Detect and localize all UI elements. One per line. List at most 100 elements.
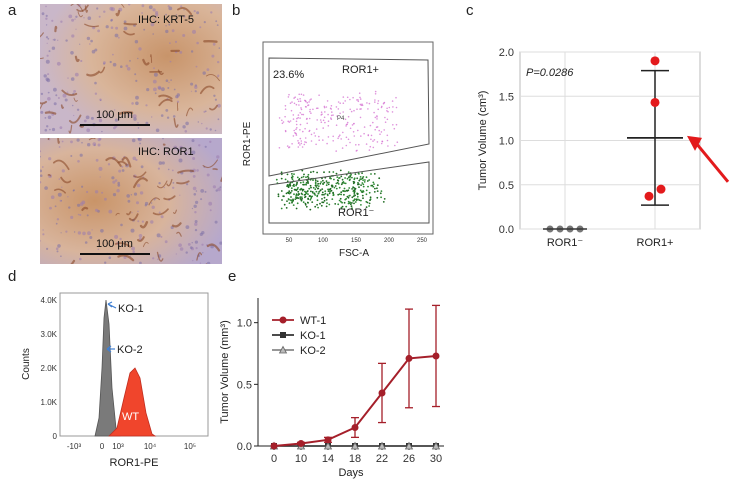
nucleus-dot: [196, 41, 199, 45]
nucleus-dot: [129, 60, 131, 62]
ror1-positive-event: [380, 106, 383, 109]
ror1-negative-event: [349, 178, 351, 181]
ror1-positive-event: [369, 145, 372, 148]
ror1-positive-event: [322, 139, 324, 141]
ror1-positive-event: [317, 107, 319, 109]
ror1-negative-event: [280, 207, 283, 210]
nucleus-dot: [212, 185, 216, 189]
nucleus-dot: [83, 119, 87, 123]
ror1-positive-event: [327, 120, 330, 122]
ror1-positive-event: [335, 106, 338, 108]
nucleus-dot: [126, 67, 131, 71]
stain-streak: [128, 213, 139, 222]
ror1-negative-event: [332, 192, 335, 195]
ror1-negative-event: [288, 192, 291, 195]
nucleus-dot: [139, 191, 144, 195]
ror1-positive-event: [302, 94, 305, 96]
ror1-negative-event: [325, 198, 328, 201]
nucleus-dot: [186, 183, 189, 186]
ror1-positive-event: [306, 122, 308, 125]
histogram-y-tick-label: 1.0K: [41, 398, 58, 407]
histogram-ko1-label: KO-1: [118, 303, 144, 315]
ror1-negative-event: [316, 171, 318, 174]
nucleus-dot: [117, 183, 121, 187]
nucleus-dot: [50, 195, 55, 199]
stain-streak: [150, 54, 153, 63]
nucleus-dot: [89, 236, 93, 239]
chart-e-point-wt1: [324, 436, 332, 444]
nucleus-dot: [47, 73, 50, 76]
nucleus-dot: [76, 108, 80, 112]
nucleus-dot: [134, 40, 139, 44]
ror1-positive-event: [345, 144, 348, 147]
ror1-negative-event: [332, 194, 335, 197]
nucleus-dot: [217, 103, 221, 108]
ror1-positive-event: [357, 99, 359, 101]
stain-streak: [60, 104, 64, 109]
ror1-negative-event: [358, 179, 361, 182]
nucleus-dot: [54, 205, 57, 208]
ror1-negative-event: [285, 207, 288, 209]
nucleus-dot: [68, 14, 73, 19]
nucleus-dot: [143, 28, 146, 31]
ror1-positive-event: [337, 137, 339, 140]
nucleus-dot: [187, 243, 191, 246]
nucleus-dot: [98, 15, 101, 18]
nucleus-dot: [60, 20, 63, 23]
nucleus-dot: [45, 24, 48, 26]
ror1-positive-event: [358, 143, 360, 146]
nucleus-dot: [140, 165, 144, 169]
nucleus-dot: [208, 201, 213, 206]
nucleus-dot: [131, 212, 133, 214]
ror1-positive-event: [327, 136, 330, 138]
nucleus-dot: [218, 47, 221, 49]
ror1-positive-event: [374, 101, 376, 103]
ror1-negative-event: [365, 206, 368, 209]
ror1-positive-event: [323, 116, 326, 119]
ror1-negative-event: [328, 181, 330, 184]
chart-e-legend-marker: [278, 345, 288, 354]
ror1-negative-event: [353, 193, 356, 195]
ror1-negative-event: [297, 194, 299, 197]
nucleus-dot: [190, 82, 194, 86]
nucleus-dot: [185, 121, 189, 126]
ror1-positive-event: [342, 96, 345, 98]
ror1-positive-event: [340, 138, 342, 140]
ror1-positive-event: [313, 132, 315, 134]
ror1-positive-event: [310, 133, 313, 136]
ror1-positive-event: [383, 102, 385, 104]
nucleus-dot: [155, 11, 159, 15]
nucleus-dot: [117, 36, 120, 39]
ihc-label-krt5: IHC: KRT-5: [138, 14, 195, 26]
stain-streak: [148, 197, 160, 206]
stain-streak: [88, 138, 96, 141]
nucleus-dot: [152, 79, 157, 84]
histogram-x-tick-label: 10³: [112, 442, 124, 451]
nucleus-dot: [126, 194, 130, 198]
ror1-negative-event: [360, 204, 362, 206]
nucleus-dot: [153, 198, 156, 201]
nucleus-dot: [91, 229, 93, 231]
ror1-positive-event: [302, 113, 305, 116]
stain-streak: [173, 209, 177, 214]
ror1-positive-event: [370, 138, 372, 141]
ror1-negative-event: [334, 185, 337, 187]
nucleus-dot: [86, 190, 89, 194]
nucleus-dot: [138, 234, 143, 238]
nucleus-dot: [114, 179, 118, 182]
ror1-negative-event: [356, 177, 359, 180]
stain-streak: [123, 22, 138, 26]
nucleus-dot: [85, 115, 90, 120]
nucleus-dot: [170, 79, 172, 81]
ror1-negative-event: [309, 198, 312, 201]
ror1-negative-event: [290, 199, 292, 201]
nucleus-dot: [206, 261, 211, 264]
ror1-positive-event: [344, 118, 347, 121]
ror1-negative-event: [339, 169, 342, 172]
nucleus-dot: [194, 220, 198, 223]
nucleus-dot: [172, 115, 176, 118]
nucleus-dot: [64, 98, 68, 102]
nucleus-dot: [121, 169, 125, 172]
nucleus-dot: [94, 81, 97, 85]
nucleus-dot: [47, 97, 51, 101]
